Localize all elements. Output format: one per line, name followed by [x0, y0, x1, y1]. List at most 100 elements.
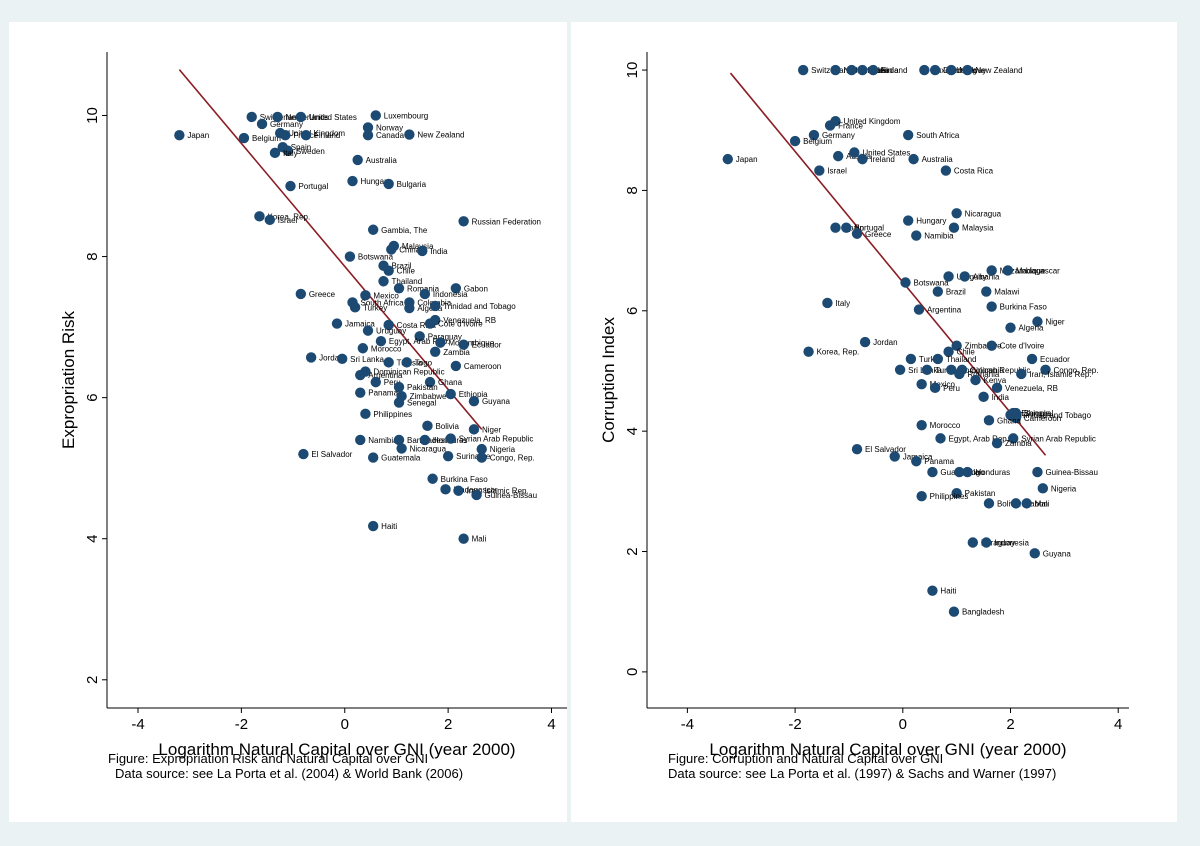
data-point	[978, 391, 989, 403]
point-label: Botswana	[914, 279, 950, 288]
y-tick-label: 10	[624, 62, 641, 79]
x-tick-label: 2	[444, 716, 452, 733]
data-point	[905, 353, 917, 365]
y-tick-label: 6	[624, 307, 641, 315]
point-label: Togo	[967, 468, 985, 477]
data-point	[280, 130, 291, 141]
point-label: Brazil	[392, 262, 412, 271]
point-label: Panama	[924, 457, 954, 466]
data-point	[932, 353, 944, 365]
data-point	[357, 343, 369, 354]
point-label: Finland	[314, 131, 340, 140]
point-label: Malawi	[994, 288, 1019, 297]
point-label: Portugal	[854, 224, 884, 233]
point-label: Israel	[827, 167, 847, 176]
point-label: Gabon	[464, 284, 488, 293]
point-label: Gabon	[1024, 499, 1048, 508]
data-point	[940, 165, 952, 176]
point-label: Togo	[415, 358, 433, 367]
point-label: Spain	[843, 224, 863, 233]
point-label: Guatemala	[381, 454, 421, 463]
data-point	[948, 606, 960, 617]
data-point	[370, 110, 381, 121]
data-point	[468, 395, 480, 407]
caption-left-title: Figure: Expropriation Risk and Natural C…	[108, 751, 429, 766]
point-label: Spain	[291, 143, 311, 152]
data-point	[435, 337, 446, 348]
point-label: United Kingdom	[843, 117, 900, 126]
point-label: Morocco	[930, 421, 961, 430]
y-axis-title: Corruption Index	[599, 317, 618, 443]
data-point	[419, 288, 431, 300]
y-tick-label: 10	[84, 107, 101, 124]
data-point	[458, 339, 469, 350]
point-label: Nicaragua	[965, 209, 1002, 218]
point-label: Ethiopia	[1021, 409, 1050, 418]
data-point	[393, 397, 405, 408]
point-label: Peru	[384, 378, 401, 387]
data-point	[305, 352, 317, 363]
point-label: Trinidad and Tobago	[1019, 411, 1092, 420]
point-label: Luxembourg	[384, 111, 428, 120]
data-point	[981, 286, 992, 297]
point-label: Philippines	[373, 410, 412, 419]
data-point	[913, 304, 925, 315]
data-point	[1010, 412, 1022, 424]
y-tick-label: 2	[624, 547, 641, 555]
data-point	[894, 364, 906, 375]
data-point	[803, 346, 814, 357]
data-point	[822, 297, 833, 309]
data-point	[424, 376, 436, 388]
point-label: Mexico	[930, 380, 956, 389]
point-label: Algeria	[417, 304, 442, 313]
point-label: Ireland	[870, 155, 894, 164]
data-point	[375, 336, 387, 347]
x-axis-title: Logarithm Natural Capital over GNI (year…	[158, 740, 515, 759]
data-point	[445, 433, 456, 444]
data-point	[383, 319, 394, 331]
point-label: China	[399, 246, 420, 255]
data-point	[336, 353, 348, 365]
x-tick-label: -2	[788, 716, 801, 733]
point-label: Paraguay	[981, 538, 1015, 547]
data-point	[902, 215, 914, 226]
data-point	[450, 283, 462, 294]
data-point	[300, 130, 312, 141]
caption-right-title: Figure: Corruption and Natural Capital o…	[668, 751, 944, 766]
point-label: Niger	[482, 425, 501, 434]
data-point	[970, 374, 981, 386]
data-point	[986, 265, 997, 276]
point-label: Dominican Republic	[373, 368, 444, 377]
point-label: Congo, Rep.	[490, 454, 535, 463]
data-point	[851, 228, 863, 239]
data-point	[404, 302, 415, 314]
data-point	[256, 118, 268, 130]
data-point	[951, 208, 962, 219]
data-point	[846, 64, 857, 76]
data-point	[352, 154, 363, 166]
chart-panel-expropriation: -4 -2 0 2 4 2 4 6 8 10 Logarithm Natural Capital o…	[9, 22, 567, 822]
data-point	[440, 484, 451, 495]
data-point	[832, 150, 844, 162]
point-label: Jamaica	[345, 320, 375, 329]
data-point	[916, 490, 927, 502]
data-point	[943, 346, 954, 357]
point-label: Ecuador	[1040, 355, 1070, 364]
data-point	[857, 153, 868, 165]
data-point	[442, 450, 454, 462]
point-label: Cameroon	[1024, 414, 1061, 423]
data-point	[362, 122, 374, 133]
data-point	[1008, 433, 1019, 444]
point-label: Argentina	[368, 371, 403, 380]
data-point	[298, 448, 309, 460]
point-label: Turkey	[919, 355, 943, 364]
point-label: Malaysia	[962, 224, 994, 233]
data-point	[908, 153, 919, 165]
data-point	[1026, 353, 1038, 365]
point-label: Israel	[278, 216, 298, 225]
data-point	[404, 129, 415, 140]
data-point	[458, 216, 469, 227]
point-label: Guinea-Bissau	[1045, 468, 1097, 477]
point-label: Namibia	[924, 232, 954, 241]
data-point	[383, 178, 394, 190]
